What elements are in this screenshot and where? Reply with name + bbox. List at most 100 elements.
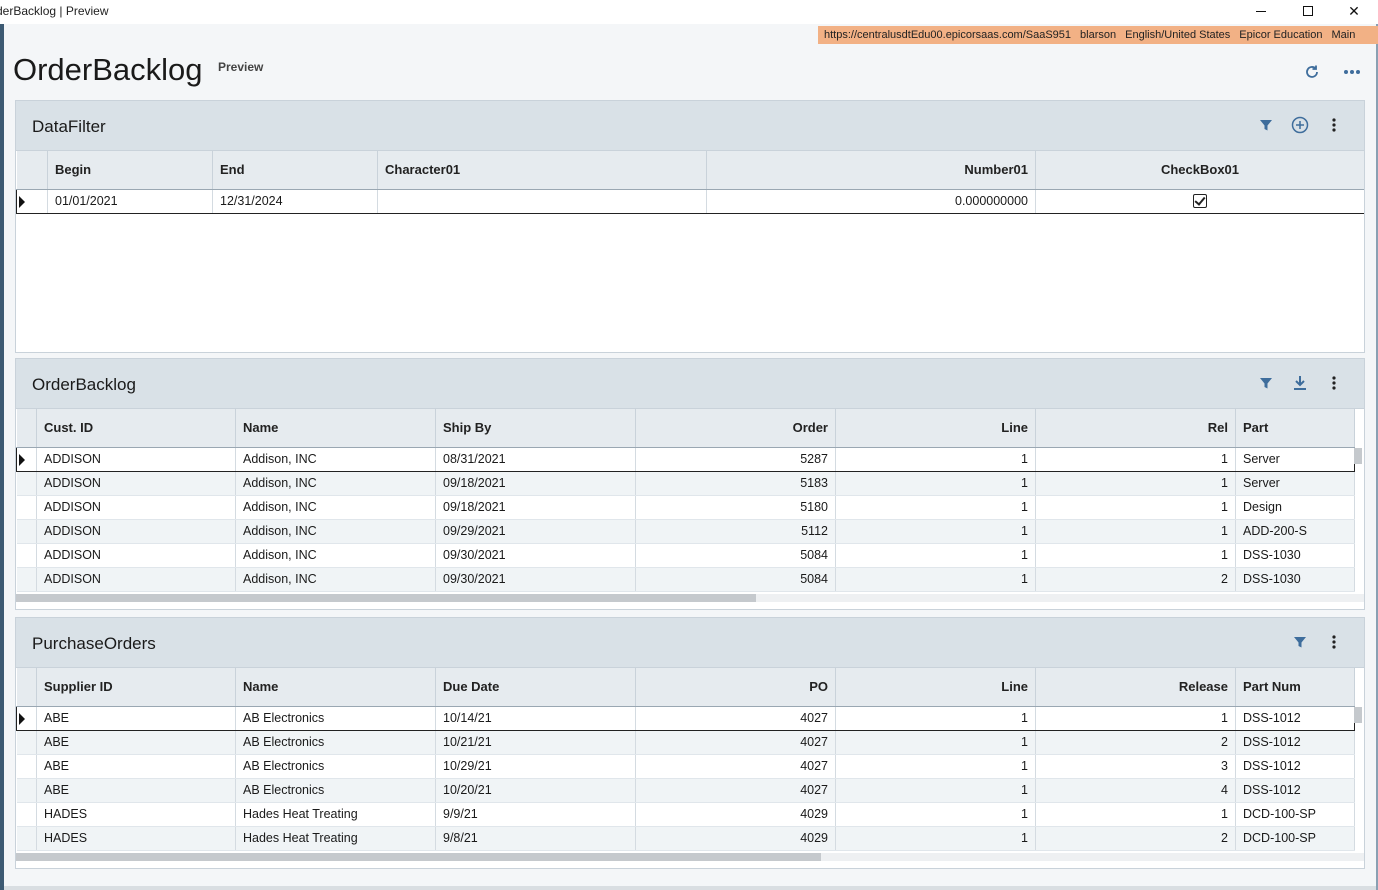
vertical-scrollbar[interactable] — [1354, 448, 1362, 464]
name-cell[interactable]: Addison, INC — [235, 495, 436, 520]
filter-icon[interactable] — [1256, 115, 1276, 135]
number01-cell[interactable]: 0.000000000 — [706, 188, 1036, 214]
name-cell[interactable]: Addison, INC — [235, 471, 436, 496]
column-header-order[interactable]: Order — [635, 409, 836, 448]
row-selector[interactable] — [16, 495, 37, 520]
line-cell[interactable]: 1 — [835, 567, 1036, 592]
line-cell[interactable]: 1 — [835, 519, 1036, 544]
line-cell[interactable]: 1 — [835, 471, 1036, 496]
release-cell[interactable]: 1 — [1035, 705, 1236, 731]
ship-by-cell[interactable]: 09/30/2021 — [435, 567, 636, 592]
cust-id-cell[interactable]: ADDISON — [36, 495, 236, 520]
vertical-scrollbar[interactable] — [1354, 707, 1362, 723]
part-cell[interactable]: DSS-1030 — [1235, 567, 1355, 592]
column-header-number01[interactable]: Number01 — [706, 151, 1036, 190]
release-cell[interactable]: 1 — [1035, 802, 1236, 827]
column-header-checkbox01[interactable]: CheckBox01 — [1035, 151, 1364, 190]
part-num-cell[interactable]: DCD-100-SP — [1235, 802, 1355, 827]
rel-cell[interactable]: 1 — [1035, 446, 1236, 472]
minimize-button[interactable] — [1238, 0, 1284, 22]
order-cell[interactable]: 5180 — [635, 495, 836, 520]
column-header-name[interactable]: Name — [235, 668, 436, 707]
release-cell[interactable]: 4 — [1035, 778, 1236, 803]
line-cell[interactable]: 1 — [835, 495, 1036, 520]
po-cell[interactable]: 4027 — [635, 705, 836, 731]
supplier-id-cell[interactable]: HADES — [36, 802, 236, 827]
po-cell[interactable]: 4029 — [635, 802, 836, 827]
cust-id-cell[interactable]: ADDISON — [36, 519, 236, 544]
order-cell[interactable]: 5084 — [635, 543, 836, 568]
row-selector[interactable] — [16, 471, 37, 496]
order-cell[interactable]: 5112 — [635, 519, 836, 544]
row-selector[interactable] — [16, 567, 37, 592]
line-cell[interactable]: 1 — [835, 778, 1036, 803]
column-header-rel[interactable]: Rel — [1035, 409, 1236, 448]
rel-cell[interactable]: 1 — [1035, 519, 1236, 544]
column-header-character01[interactable]: Character01 — [377, 151, 707, 190]
column-header-supplier-id[interactable]: Supplier ID — [36, 668, 236, 707]
column-header-release[interactable]: Release — [1035, 668, 1236, 707]
row-selector[interactable] — [16, 754, 37, 779]
order-cell[interactable]: 5287 — [635, 446, 836, 472]
due-date-cell[interactable]: 10/21/21 — [435, 730, 636, 755]
table-row[interactable]: HADES Hades Heat Treating 9/9/21 4029 1 … — [16, 802, 1355, 827]
ship-by-cell[interactable]: 09/18/2021 — [435, 471, 636, 496]
filter-icon[interactable] — [1290, 632, 1310, 652]
column-header-end[interactable]: End — [212, 151, 378, 190]
checkbox01-checkbox[interactable] — [1193, 194, 1207, 209]
due-date-cell[interactable]: 10/20/21 — [435, 778, 636, 803]
cust-id-cell[interactable]: ADDISON — [36, 567, 236, 592]
release-cell[interactable]: 2 — [1035, 730, 1236, 755]
supplier-id-cell[interactable]: ABE — [36, 730, 236, 755]
row-selector[interactable] — [16, 802, 37, 827]
rel-cell[interactable]: 1 — [1035, 495, 1236, 520]
character01-cell[interactable] — [377, 188, 707, 214]
more-vertical-icon[interactable] — [1324, 115, 1344, 135]
cust-id-cell[interactable]: ADDISON — [36, 446, 236, 472]
column-header-po[interactable]: PO — [635, 668, 836, 707]
part-cell[interactable]: ADD-200-S — [1235, 519, 1355, 544]
table-row[interactable]: ADDISON Addison, INC 09/18/2021 5183 1 1… — [16, 471, 1355, 496]
table-row[interactable]: ABE AB Electronics 10/20/21 4027 1 4 DSS… — [16, 778, 1355, 803]
ship-by-cell[interactable]: 09/18/2021 — [435, 495, 636, 520]
checkbox01-cell[interactable] — [1035, 188, 1364, 214]
name-cell[interactable]: AB Electronics — [235, 705, 436, 731]
name-cell[interactable]: Addison, INC — [235, 543, 436, 568]
name-cell[interactable]: Hades Heat Treating — [235, 826, 436, 851]
more-horizontal-icon[interactable] — [1342, 62, 1362, 82]
name-cell[interactable]: Addison, INC — [235, 567, 436, 592]
part-num-cell[interactable]: DSS-1012 — [1235, 705, 1355, 731]
line-cell[interactable]: 1 — [835, 705, 1036, 731]
table-row[interactable]: ADDISON Addison, INC 09/18/2021 5180 1 1… — [16, 495, 1355, 520]
horizontal-scrollbar[interactable] — [16, 853, 821, 861]
close-button[interactable]: ✕ — [1331, 0, 1377, 22]
row-selector[interactable] — [16, 705, 37, 731]
supplier-id-cell[interactable]: ABE — [36, 778, 236, 803]
table-row[interactable]: HADES Hades Heat Treating 9/8/21 4029 1 … — [16, 826, 1355, 851]
rel-cell[interactable]: 1 — [1035, 543, 1236, 568]
table-row[interactable]: ADDISON Addison, INC 08/31/2021 5287 1 1… — [16, 446, 1355, 472]
rel-cell[interactable]: 1 — [1035, 471, 1236, 496]
part-num-cell[interactable]: DCD-100-SP — [1235, 826, 1355, 851]
refresh-icon[interactable] — [1302, 62, 1322, 82]
ship-by-cell[interactable]: 09/29/2021 — [435, 519, 636, 544]
more-vertical-icon[interactable] — [1324, 632, 1344, 652]
name-cell[interactable]: AB Electronics — [235, 730, 436, 755]
supplier-id-cell[interactable]: ABE — [36, 705, 236, 731]
table-row[interactable]: ABE AB Electronics 10/14/21 4027 1 1 DSS… — [16, 705, 1355, 731]
po-cell[interactable]: 4027 — [635, 778, 836, 803]
column-header-name[interactable]: Name — [235, 409, 436, 448]
line-cell[interactable]: 1 — [835, 730, 1036, 755]
release-cell[interactable]: 2 — [1035, 826, 1236, 851]
row-selector[interactable] — [16, 519, 37, 544]
ship-by-cell[interactable]: 09/30/2021 — [435, 543, 636, 568]
po-cell[interactable]: 4027 — [635, 730, 836, 755]
part-num-cell[interactable]: DSS-1012 — [1235, 730, 1355, 755]
cust-id-cell[interactable]: ADDISON — [36, 471, 236, 496]
add-circle-icon[interactable] — [1290, 115, 1310, 135]
row-selector[interactable] — [16, 730, 37, 755]
release-cell[interactable]: 3 — [1035, 754, 1236, 779]
name-cell[interactable]: AB Electronics — [235, 778, 436, 803]
line-cell[interactable]: 1 — [835, 543, 1036, 568]
cust-id-cell[interactable]: ADDISON — [36, 543, 236, 568]
